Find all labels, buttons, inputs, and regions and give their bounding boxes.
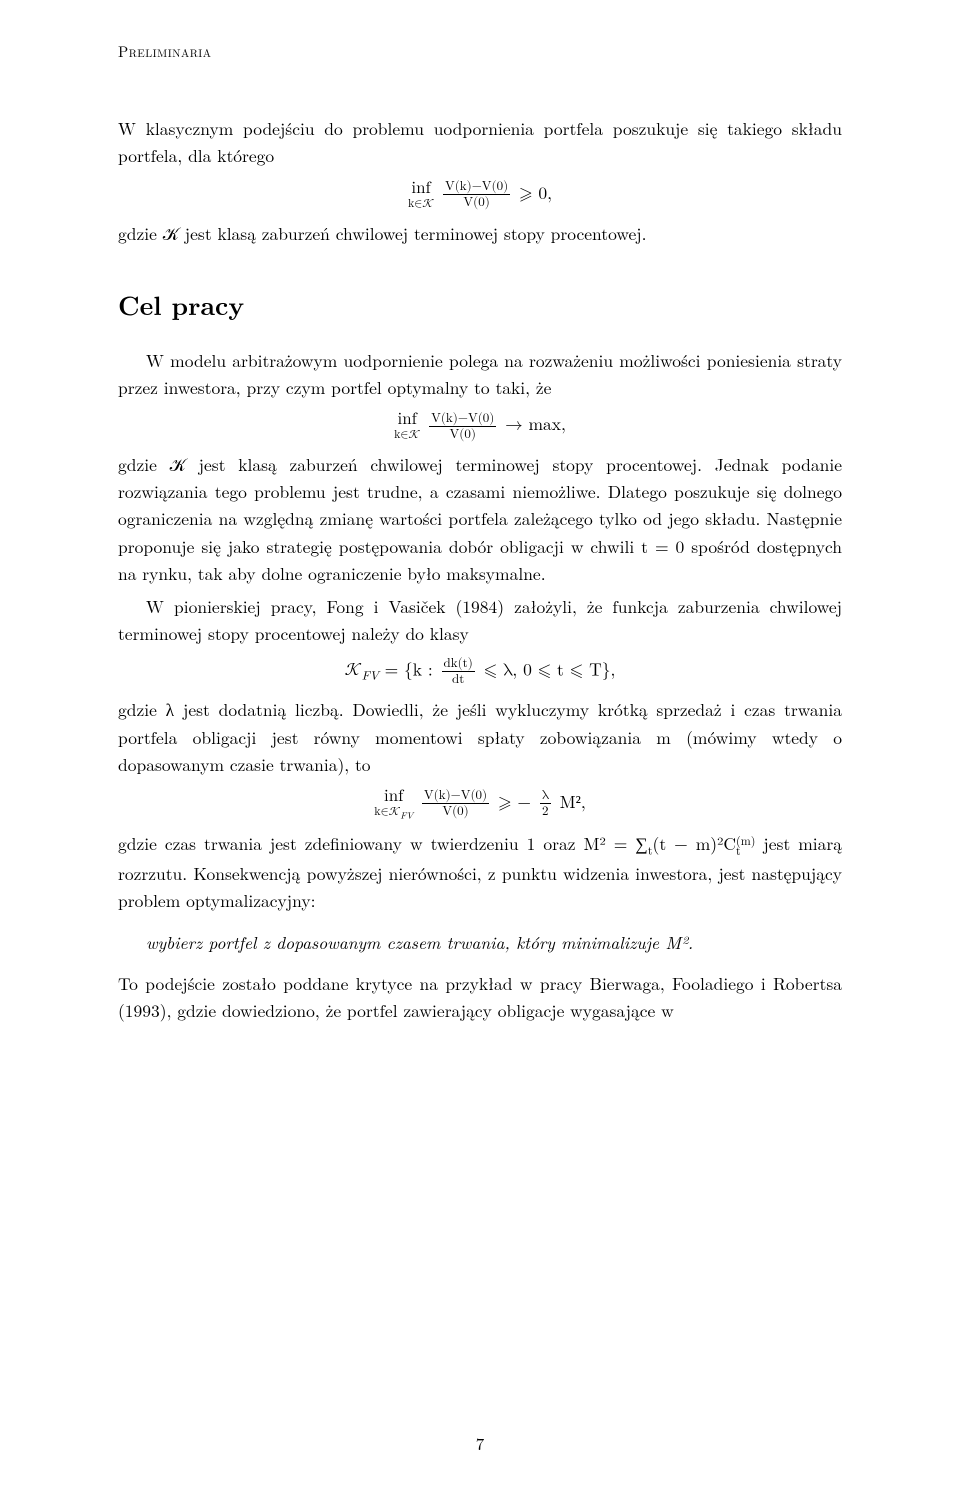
fraction-numerator: V(k)−V(0) (443, 180, 510, 195)
fraction-numerator: dk(t) (442, 657, 475, 672)
supsub-block: (m)t (736, 836, 755, 858)
equation-tail-a: ⩾ − (498, 795, 531, 812)
paragraph-fong: W pionierskiej pracy, Fong i Vasiček (19… (118, 593, 842, 647)
inf-operator: inf k∈𝒦 (408, 180, 434, 210)
set-open: = {k : (385, 662, 439, 679)
fraction: V(k)−V(0) V(0) (422, 789, 489, 818)
fraction-denominator: dt (442, 672, 475, 686)
fraction: V(k)−V(0) V(0) (429, 412, 496, 441)
inf-subscript: k∈𝒦 (394, 429, 420, 441)
fraction-denominator: V(0) (422, 804, 489, 818)
paragraph-model: W modelu arbitrażowym uodpornienie poleg… (118, 347, 842, 401)
fraction-denominator: 2 (540, 804, 551, 818)
fraction-denominator: V(0) (429, 427, 496, 441)
fraction: V(k)−V(0) V(0) (443, 180, 510, 209)
class-symbol: 𝒦FV (345, 662, 379, 679)
set-close: ⩽ λ, 0 ⩽ t ⩽ T}, (484, 662, 616, 679)
equation-2: inf k∈𝒦 V(k)−V(0) V(0) → max, (118, 411, 842, 441)
paragraph-duration: gdzie czas trwania jest zdefiniowany w t… (118, 830, 842, 914)
inf-operator: inf k∈𝒦FV (374, 788, 413, 820)
fraction-numerator: V(k)−V(0) (422, 789, 489, 804)
inf-label: inf (394, 411, 420, 428)
inf-subscript: k∈𝒦 (408, 198, 434, 210)
page-number: 7 (0, 1430, 960, 1456)
optimization-statement: wybierz portfel z dopasowanym czasem trw… (146, 929, 842, 956)
inf-subscript: k∈𝒦FV (374, 806, 413, 820)
fraction-numerator: λ (540, 789, 551, 804)
paragraph-critique: To podejście zostało poddane krytyce na … (118, 970, 842, 1024)
equation-1: inf k∈𝒦 V(k)−V(0) V(0) ⩾ 0, (118, 180, 842, 210)
equation-3: 𝒦FV = {k : dk(t) dt ⩽ λ, 0 ⩽ t ⩽ T}, (118, 657, 842, 686)
fraction-numerator: V(k)−V(0) (429, 412, 496, 427)
text-segment: gdzie czas trwania jest zdefiniowany w t… (118, 831, 648, 856)
fraction-small: λ 2 (540, 789, 551, 818)
text-segment: (t − m)²C (653, 831, 737, 856)
paragraph-intro: W klasycznym podejściu do problemu uodpo… (118, 115, 842, 169)
running-head: Preliminaria (118, 40, 842, 63)
equation-tail: ⩾ 0, (519, 185, 552, 202)
fraction: dk(t) dt (442, 657, 475, 686)
equation-tail: → max, (505, 417, 566, 434)
fraction-denominator: V(0) (443, 195, 510, 209)
paragraph-where-1: gdzie 𝒦 jest klasą zaburzeń chwilowej te… (118, 220, 842, 247)
equation-tail-b: M², (560, 795, 586, 812)
inf-label: inf (408, 180, 434, 197)
paragraph-where-2: gdzie 𝒦 jest klasą zaburzeń chwilowej te… (118, 451, 842, 587)
inf-operator: inf k∈𝒦 (394, 411, 420, 441)
inf-label: inf (374, 788, 413, 805)
paragraph-lambda: gdzie λ jest dodatnią liczbą. Dowiedli, … (118, 696, 842, 777)
equation-4: inf k∈𝒦FV V(k)−V(0) V(0) ⩾ − λ 2 M², (118, 788, 842, 820)
section-heading: Cel pracy (118, 285, 842, 325)
